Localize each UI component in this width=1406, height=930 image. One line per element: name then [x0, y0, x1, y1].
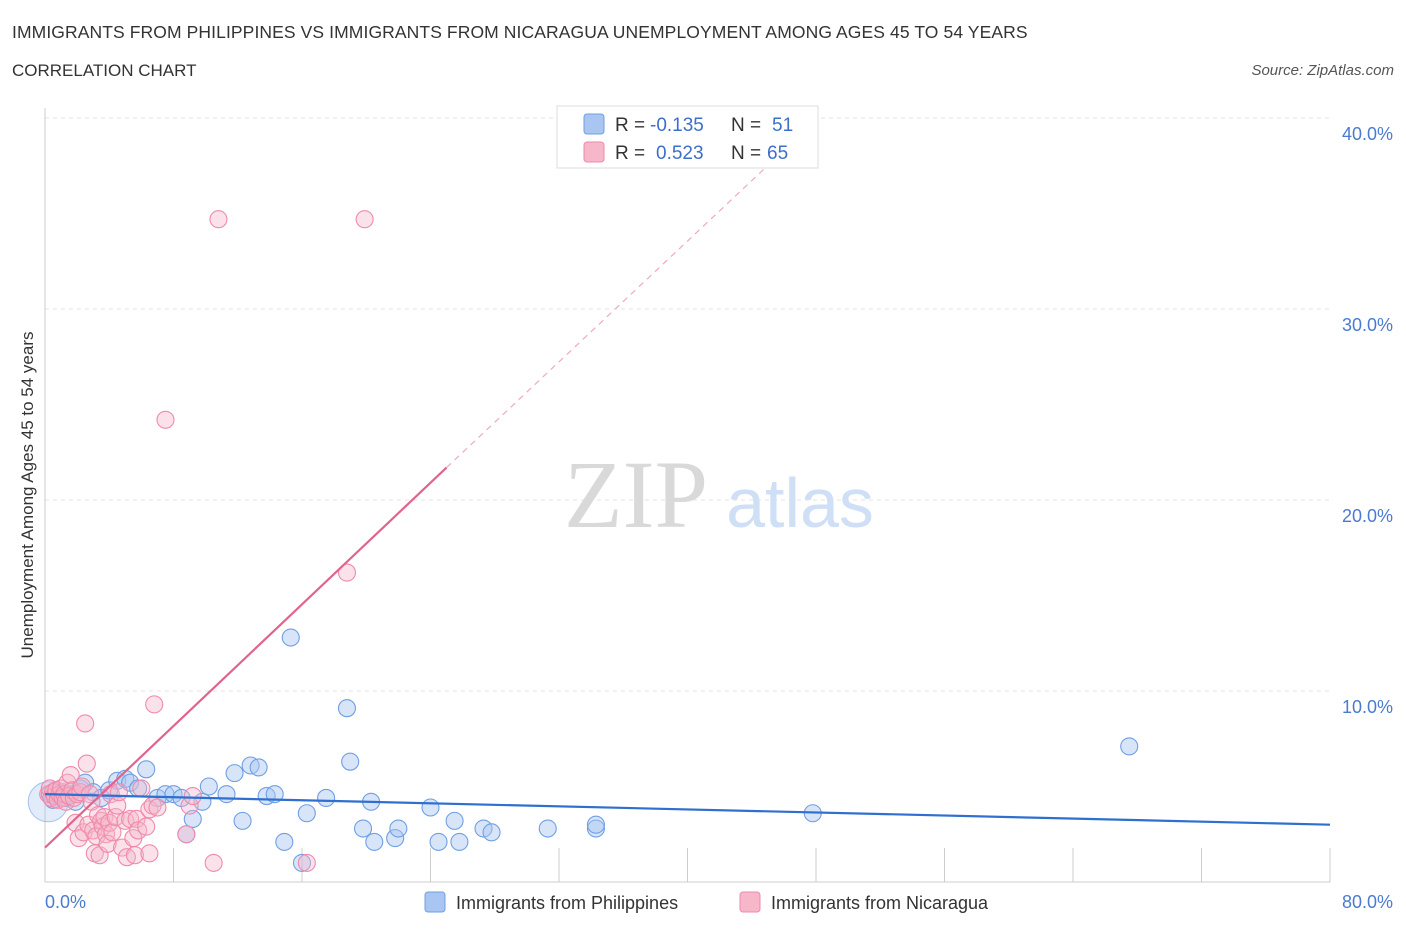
legend-r-label-nicaragua: R =	[615, 143, 645, 164]
x-tick-label-max: 80.0%	[1342, 892, 1393, 912]
point-philippines	[386, 829, 405, 848]
point-philippines	[482, 823, 501, 842]
watermark-atlas: atlas	[726, 464, 874, 542]
point-philippines	[275, 832, 294, 851]
point-nicaragua	[337, 563, 357, 582]
legend-n-label-philippines: N =	[731, 115, 761, 136]
legend-r-label-philippines: R =	[615, 115, 645, 136]
trend-line-philippines	[44, 793, 1331, 826]
axes	[44, 108, 1331, 883]
point-nicaragua	[76, 714, 95, 733]
point-nicaragua	[204, 853, 223, 872]
legend-r-value-nicaragua: 0.523	[656, 143, 704, 164]
point-nicaragua	[148, 798, 167, 817]
point-philippines	[429, 832, 448, 851]
point-nicaragua	[77, 754, 96, 773]
series-nicaragua-points	[39, 210, 374, 872]
point-nicaragua	[145, 695, 164, 714]
grid-lines	[45, 117, 1330, 692]
y-tick-label-30: 30.0%	[1342, 315, 1393, 335]
point-philippines	[389, 819, 408, 838]
point-nicaragua	[106, 808, 125, 827]
point-nicaragua	[140, 844, 159, 863]
point-nicaragua	[127, 809, 146, 829]
point-nicaragua	[137, 817, 156, 836]
point-philippines	[292, 853, 312, 872]
legend-n-label-nicaragua: N =	[731, 143, 761, 164]
point-philippines	[421, 798, 440, 817]
point-nicaragua	[61, 765, 80, 785]
trend-line-nicaragua-extension	[446, 150, 785, 468]
point-nicaragua	[209, 210, 228, 229]
point-nicaragua	[183, 786, 202, 806]
point-philippines	[365, 832, 384, 851]
y-tick-label-20: 20.0%	[1342, 506, 1393, 526]
point-nicaragua	[108, 796, 127, 815]
point-nicaragua	[98, 834, 117, 853]
point-nicaragua	[103, 823, 122, 842]
x-tick-labels: 0.0% 80.0%	[45, 892, 1393, 912]
point-philippines	[199, 777, 218, 796]
bottom-legend-label-nicaragua: Immigrants from Nicaragua	[771, 893, 989, 913]
point-philippines	[225, 764, 244, 783]
point-nicaragua	[69, 829, 88, 848]
trend-line-nicaragua	[44, 466, 448, 849]
legend-swatch-philippines	[583, 113, 605, 135]
y-tick-labels: 10.0% 20.0% 30.0% 40.0%	[1342, 124, 1393, 717]
point-philippines	[341, 752, 360, 771]
correlation-legend: R = -0.135 N = 51 R = 0.523 N = 65	[556, 105, 819, 169]
point-philippines	[445, 811, 464, 830]
chart-subtitle: CORRELATION CHART	[12, 61, 197, 80]
point-philippines	[538, 819, 557, 838]
source-attribution: Source: ZipAtlas.com	[1251, 62, 1394, 79]
point-philippines	[249, 758, 268, 777]
point-philippines	[353, 819, 373, 838]
point-nicaragua	[297, 853, 316, 872]
y-axis-label: Unemployment Among Ages 45 to 54 years	[18, 332, 37, 659]
point-philippines	[297, 804, 316, 823]
x-tick-label-min: 0.0%	[45, 892, 86, 912]
point-nicaragua	[355, 210, 374, 229]
point-philippines	[317, 788, 336, 808]
series-legend: Immigrants from Philippines Immigrants f…	[424, 891, 989, 913]
point-philippines	[337, 699, 357, 718]
point-philippines	[586, 815, 605, 834]
watermark-zip: ZIP	[564, 441, 708, 548]
legend-r-value-philippines: -0.135	[650, 115, 704, 136]
legend-n-value-nicaragua: 65	[767, 143, 788, 164]
series-philippines-points	[40, 628, 1139, 872]
y-tick-label-40: 40.0%	[1342, 124, 1393, 144]
point-nicaragua	[132, 779, 151, 798]
point-philippines	[1120, 737, 1139, 756]
chart-title: IMMIGRANTS FROM PHILIPPINES VS IMMIGRANT…	[12, 22, 1028, 42]
point-nicaragua	[156, 410, 175, 429]
trend-lines	[44, 150, 1331, 849]
legend-n-value-philippines: 51	[772, 115, 793, 136]
point-nicaragua	[177, 825, 196, 844]
point-philippines	[586, 819, 605, 838]
point-philippines	[450, 832, 469, 851]
point-philippines	[183, 809, 202, 829]
watermark: ZIP atlas	[564, 441, 874, 548]
legend-swatch-nicaragua	[583, 141, 605, 163]
point-nicaragua	[109, 783, 128, 802]
bottom-legend-swatch-philippines	[424, 891, 446, 913]
point-philippines	[281, 628, 300, 647]
point-philippines	[265, 785, 284, 804]
point-philippines	[137, 760, 156, 779]
bottom-legend-label-philippines: Immigrants from Philippines	[456, 893, 678, 913]
point-nicaragua	[96, 825, 116, 844]
point-philippines	[233, 811, 252, 830]
point-philippines	[217, 785, 236, 804]
bottom-legend-swatch-nicaragua	[739, 891, 761, 913]
point-nicaragua	[125, 846, 144, 865]
y-tick-label-10: 10.0%	[1342, 697, 1393, 717]
